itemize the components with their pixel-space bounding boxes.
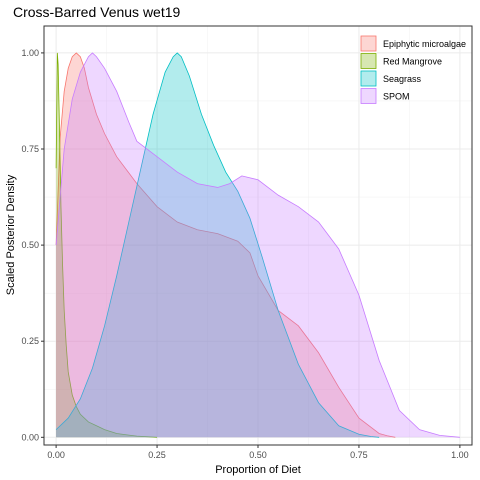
y-axis-title: Scaled Posterior Density (5, 174, 17, 295)
legend-label: Seagrass (383, 74, 422, 84)
y-tick-label: 1.00 (21, 48, 39, 58)
plot-panel (44, 26, 472, 445)
legend-label: Red Mangrove (383, 57, 442, 67)
x-axis-title: Proportion of Diet (215, 464, 301, 476)
legend-swatch (361, 71, 376, 86)
y-tick-label: 0.75 (21, 144, 39, 154)
y-tick-label: 0.00 (21, 432, 39, 442)
chart-title: Cross-Barred Venus wet19 (13, 4, 181, 20)
legend-label: SPOM (383, 92, 410, 102)
legend-label: Epiphytic microalgae (383, 39, 466, 49)
y-tick-label: 0.50 (21, 240, 39, 250)
x-tick-label: 0.25 (148, 450, 166, 460)
legend-swatch (361, 54, 376, 69)
legend-swatch (361, 89, 376, 104)
x-tick-label: 0.75 (350, 450, 368, 460)
legend-swatch (361, 36, 376, 51)
y-tick-label: 0.25 (21, 336, 39, 346)
x-tick-label: 0.50 (249, 450, 267, 460)
x-tick-label: 1.00 (451, 450, 469, 460)
x-tick-label: 0.00 (47, 450, 65, 460)
